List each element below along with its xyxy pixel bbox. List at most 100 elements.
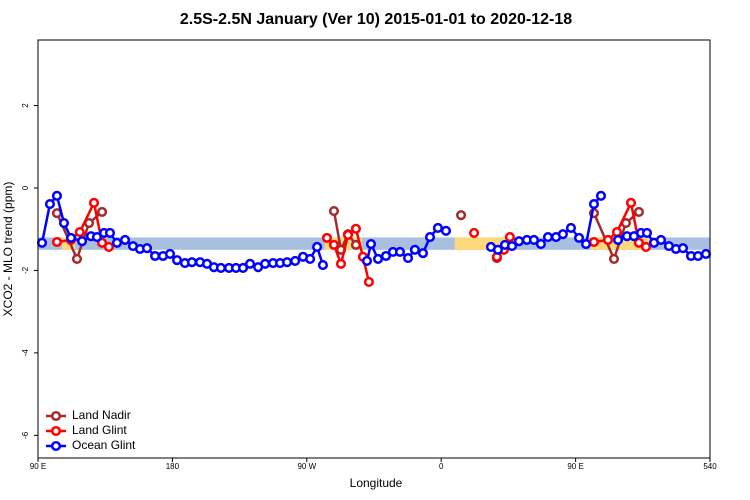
data-point [290,255,301,267]
x-axis-label: Longitude [350,476,403,490]
data-point [612,234,624,245]
data-point [372,253,384,264]
data-point [65,232,77,243]
data-point [350,223,361,234]
data-point [641,227,653,238]
plot-frame [37,39,711,459]
data-point [394,246,406,257]
x-tick-label: 180 [166,462,180,471]
data-point [317,260,328,271]
data-point [588,236,600,248]
data-point [588,199,600,210]
legend-label: Land Glint [72,423,127,437]
plot-area [36,190,712,288]
data-point [432,222,443,234]
data-point [633,237,644,248]
data-point [328,206,340,217]
data-point [677,243,689,254]
data-point [565,222,577,234]
data-point [312,241,323,252]
data-point [456,210,467,221]
data-point [51,236,63,248]
data-point [103,241,114,252]
data-point [245,258,256,269]
legend-marker [50,425,62,437]
legend-marker [50,410,62,422]
chart-title: 2.5S-2.5N January (Ver 10) 2015-01-01 to… [180,11,572,28]
data-point [581,239,592,250]
y-tick-label: -2 [21,266,30,274]
data-point [44,199,55,210]
data-point [380,250,391,262]
data-point [363,276,374,288]
x-tick-label: 0 [439,462,444,471]
data-point [655,234,667,245]
data-point [365,239,377,250]
data-point [186,257,198,268]
x-tick-label: 540 [703,462,717,471]
data-point [150,250,161,262]
data-point [141,243,153,254]
data-point [542,231,554,243]
y-tick-label: 0 [21,185,30,190]
y-tick-label: -6 [21,431,30,439]
data-point [328,239,340,250]
data-point [171,255,183,266]
data-point [335,258,347,269]
data-point [504,231,515,243]
data-point [625,197,637,208]
data-point [111,237,123,248]
y-axis-label: XCO2 - MLO trend (ppm) [1,182,15,317]
data-point [164,248,176,259]
data-point [88,197,100,208]
data-point [215,262,226,274]
data-point [51,190,63,201]
data-point [633,206,644,217]
data-point [342,229,354,241]
data-point [506,241,518,252]
data-point [528,234,539,245]
data-point [492,244,503,255]
data-point [237,262,249,274]
data-point [573,232,585,243]
data-point [469,227,480,238]
x-tick-label: 90 E [30,462,46,471]
data-point [77,236,88,247]
data-point [58,217,70,229]
x-tick-label: 90 W [297,462,316,471]
data-point [282,257,293,268]
data-point [640,241,651,252]
data-point [104,227,116,238]
data-point [97,206,108,217]
legend-marker [50,440,62,452]
data-point [321,232,333,243]
data-point [120,234,131,245]
data-point [693,250,704,262]
data-point [608,253,620,264]
data-point [91,231,103,243]
data-point [417,248,429,259]
data-point [595,190,607,201]
data-point [611,227,623,238]
data-point [409,244,420,255]
data-point [700,248,712,259]
data-point [402,253,414,264]
y-tick-label: -4 [21,349,30,357]
data-point [305,253,316,264]
legend-label: Land Nadir [72,408,131,422]
legend-label: Ocean Glint [72,438,136,452]
data-point [513,236,525,247]
data-point [424,231,436,243]
data-point [36,237,48,248]
data-point [74,227,85,238]
x-tick-label: 90 E [567,462,583,471]
data-point [602,234,614,245]
data-point [557,229,568,240]
data-point [260,258,271,269]
data-point [361,255,373,267]
data-point [440,225,452,236]
data-point [71,253,83,264]
data-point [535,239,547,250]
